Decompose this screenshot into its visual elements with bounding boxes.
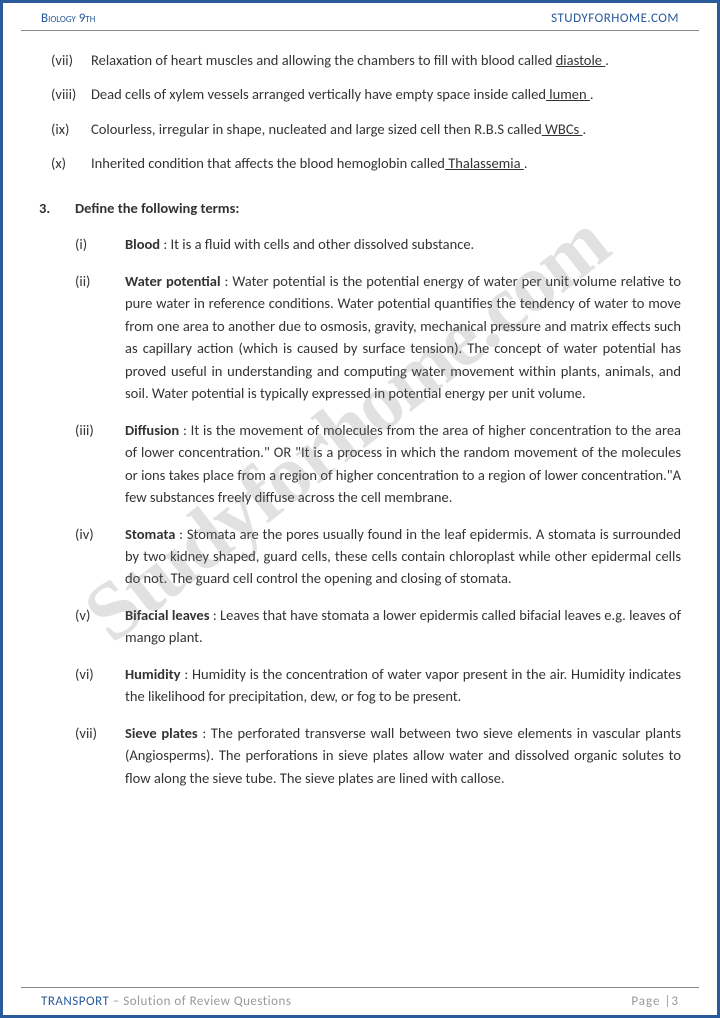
item-text: Dead cells of xylem vessels arranged ver… <box>91 83 681 105</box>
q2-x: (x) Inherited condition that affects the… <box>39 152 681 174</box>
item-number: (i) <box>75 233 125 255</box>
term: Diffusion <box>125 421 179 439</box>
item-text: Colourless, irregular in shape, nucleate… <box>91 118 681 140</box>
item-text: Blood : It is a fluid with cells and oth… <box>125 233 681 255</box>
item-number: (vii) <box>39 49 91 71</box>
footer-left: TRANSPORT – Solution of Review Questions <box>41 994 291 1009</box>
item-text: Inherited condition that affects the blo… <box>91 152 681 174</box>
item-number: (v) <box>75 604 125 649</box>
section-number: 3. <box>39 197 75 219</box>
q2-vii: (vii) Relaxation of heart muscles and al… <box>39 49 681 71</box>
q3-iii: (iii) Diffusion : It is the movement of … <box>39 419 681 509</box>
blank-answer: lumen <box>546 85 590 103</box>
q3-ii: (ii) Water potential : Water potential i… <box>39 270 681 405</box>
content: (vii) Relaxation of heart muscles and al… <box>3 31 717 813</box>
item-text: Sieve plates : The perforated transverse… <box>125 722 681 789</box>
item-number: (ii) <box>75 270 125 405</box>
item-number: (ix) <box>39 118 91 140</box>
item-text: Water potential : Water potential is the… <box>125 270 681 405</box>
blank-answer: WBCs <box>542 120 583 138</box>
item-number: (iii) <box>75 419 125 509</box>
item-text: Relaxation of heart muscles and allowing… <box>91 49 681 71</box>
q2-viii: (viii) Dead cells of xylem vessels arran… <box>39 83 681 105</box>
header-right: STUDYFORHOME.COM <box>551 11 679 26</box>
footer-page: Page |3 <box>631 994 679 1009</box>
blank-answer: diastole <box>556 51 606 69</box>
footer: TRANSPORT – Solution of Review Questions… <box>21 987 699 1015</box>
q3-iv: (iv) Stomata : Stomata are the pores usu… <box>39 523 681 590</box>
term: Sieve plates <box>125 724 198 742</box>
item-text: Stomata : Stomata are the pores usually … <box>125 523 681 590</box>
term: Humidity <box>125 665 181 683</box>
item-number: (x) <box>39 152 91 174</box>
page: Studyforhome.com Biology 9th STUDYFORHOM… <box>0 0 720 1018</box>
q3-v: (v) Bifacial leaves : Leaves that have s… <box>39 604 681 649</box>
item-text: Diffusion : It is the movement of molecu… <box>125 419 681 509</box>
blank-answer: Thalassemia <box>445 154 524 172</box>
q3-header: 3. Define the following terms: <box>39 197 681 219</box>
item-number: (vii) <box>75 722 125 789</box>
section-title: Define the following terms: <box>75 197 239 219</box>
item-number: (viii) <box>39 83 91 105</box>
term: Blood <box>125 235 160 253</box>
q2-ix: (ix) Colourless, irregular in shape, nuc… <box>39 118 681 140</box>
q3-i: (i) Blood : It is a fluid with cells and… <box>39 233 681 255</box>
item-text: Humidity : Humidity is the concentration… <box>125 663 681 708</box>
header-left: Biology 9th <box>41 11 95 26</box>
q3-vii: (vii) Sieve plates : The perforated tran… <box>39 722 681 789</box>
term: Water potential <box>125 272 221 290</box>
q3-vi: (vi) Humidity : Humidity is the concentr… <box>39 663 681 708</box>
term: Bifacial leaves <box>125 606 210 624</box>
header: Biology 9th STUDYFORHOME.COM <box>21 3 699 31</box>
item-number: (vi) <box>75 663 125 708</box>
item-text: Bifacial leaves : Leaves that have stoma… <box>125 604 681 649</box>
term: Stomata <box>125 525 175 543</box>
item-number: (iv) <box>75 523 125 590</box>
